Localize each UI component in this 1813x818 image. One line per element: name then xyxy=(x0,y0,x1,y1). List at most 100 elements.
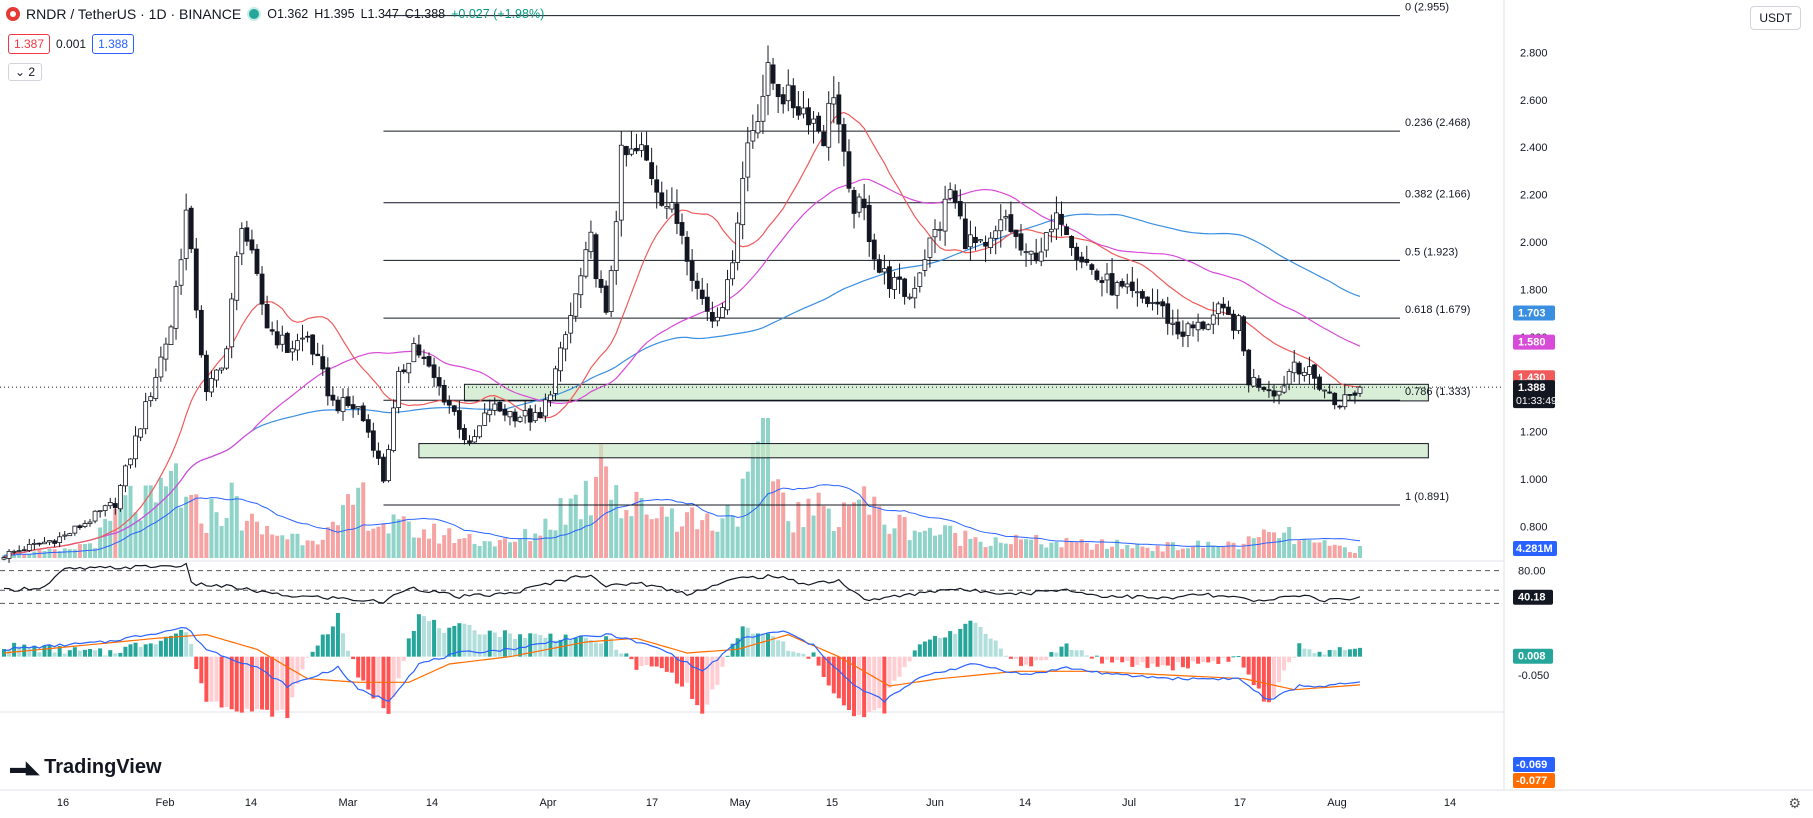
rsi-line xyxy=(3,562,1361,604)
candle-body-down xyxy=(1099,280,1105,283)
candle xyxy=(1332,392,1338,410)
candle-body-down xyxy=(654,179,660,193)
macd-histogram-bar xyxy=(320,634,325,657)
macd-histogram-bar xyxy=(37,652,42,657)
volume-bar xyxy=(492,546,497,558)
volume-bar xyxy=(138,520,143,558)
candle-body-up xyxy=(1043,232,1049,251)
volume-bar xyxy=(1307,540,1312,558)
macd-hist-badge xyxy=(1513,648,1553,664)
macd-histogram-bar xyxy=(260,656,265,710)
candle-body-up xyxy=(1124,283,1130,288)
candle-body-down xyxy=(330,394,336,401)
candle xyxy=(224,345,230,370)
volume-bar xyxy=(685,512,690,558)
macd-histogram-bar xyxy=(1089,656,1094,659)
candle-body-up xyxy=(1114,282,1120,296)
volume-bar xyxy=(1302,538,1307,558)
candle xyxy=(396,366,402,414)
candle-body-up xyxy=(583,249,589,277)
volume-bar xyxy=(1211,545,1216,558)
candle xyxy=(1150,288,1155,311)
candle xyxy=(62,531,68,541)
volume-bar xyxy=(1064,537,1069,558)
candle-body-down xyxy=(816,115,822,132)
candle-body-up xyxy=(219,367,224,371)
candle-body-down xyxy=(679,222,685,236)
indicators-toggle[interactable]: ⌄ 2 xyxy=(8,63,43,81)
macd-histogram-bar xyxy=(1261,656,1266,702)
macd-histogram-bar xyxy=(88,649,93,657)
volume-bar xyxy=(1201,547,1206,558)
ask-button[interactable]: 1.388 xyxy=(92,34,135,54)
volume-bar xyxy=(275,535,280,558)
candle xyxy=(386,444,391,483)
candle xyxy=(664,189,670,220)
candle xyxy=(269,321,275,336)
volume-bar xyxy=(371,528,376,558)
candle xyxy=(305,331,310,343)
macd-histogram-bar xyxy=(578,635,583,657)
volume-bar xyxy=(108,520,113,558)
volume-bar xyxy=(927,527,932,558)
candle xyxy=(456,400,462,439)
volume-bar xyxy=(482,541,487,558)
volume-bar xyxy=(1342,547,1347,558)
candle xyxy=(1,556,7,561)
candle xyxy=(1347,394,1353,401)
volume-bar xyxy=(1358,546,1362,558)
macd-histogram-bar xyxy=(356,656,361,678)
candle-body-down xyxy=(1312,364,1317,379)
candle xyxy=(1236,313,1241,335)
support-zone xyxy=(418,443,1429,459)
currency-select[interactable]: USDT xyxy=(1750,6,1801,30)
macd-histogram-bar xyxy=(816,656,821,666)
candle xyxy=(973,226,978,251)
volume-bar xyxy=(750,444,755,558)
volume-bar xyxy=(624,510,629,558)
candle-body-up xyxy=(932,229,938,238)
volume-bar xyxy=(1347,552,1352,558)
candle-body-down xyxy=(962,218,968,250)
macd-badge-label: -0.069 xyxy=(1516,759,1547,771)
candle xyxy=(537,407,543,419)
candle xyxy=(467,435,472,446)
candle xyxy=(760,74,766,134)
macd-histogram-bar xyxy=(1074,650,1079,657)
candle xyxy=(1215,301,1221,326)
volume-bar xyxy=(1155,545,1160,558)
macd-histogram-bar xyxy=(766,633,771,657)
candle-body-down xyxy=(694,280,700,289)
volume-bar xyxy=(1206,541,1211,558)
macd-histogram-bar xyxy=(52,652,57,657)
macd-histogram-bar xyxy=(275,656,280,711)
candle-body-up xyxy=(922,259,928,271)
macd-histogram-bar xyxy=(82,649,87,657)
volume-bar xyxy=(194,494,199,558)
macd-histogram-bar xyxy=(877,656,882,709)
macd-histogram-bar xyxy=(720,656,725,667)
volume-bar xyxy=(351,504,356,558)
volume-bar xyxy=(391,514,396,558)
candle xyxy=(644,131,649,162)
macd-histogram-bar xyxy=(386,656,391,714)
candle-body-down xyxy=(350,404,356,410)
tradingview-logo[interactable]: ▬◣ TradingView xyxy=(10,756,162,779)
candle xyxy=(315,342,321,357)
volume-ma-line xyxy=(3,484,1361,556)
macd-histogram-bar xyxy=(644,656,649,665)
fib-level-label: 0.382 (2.166) xyxy=(1405,189,1470,201)
candle xyxy=(775,83,781,114)
bid-button[interactable]: 1.387 xyxy=(8,34,51,54)
macd-histogram-bar xyxy=(1216,656,1221,664)
candle-body-up xyxy=(138,428,144,438)
gear-icon[interactable]: ⚙ xyxy=(1788,795,1801,811)
volume-bar xyxy=(72,549,77,558)
candle-body-down xyxy=(1074,246,1080,261)
candle-body-up xyxy=(128,458,133,466)
candle-body-down xyxy=(841,124,847,152)
volume-bar xyxy=(1044,547,1049,558)
y-tick-label: 2.800 xyxy=(1520,47,1548,59)
symbol-title[interactable]: RNDR / TetherUS · 1D · BINANCE xyxy=(26,6,242,22)
